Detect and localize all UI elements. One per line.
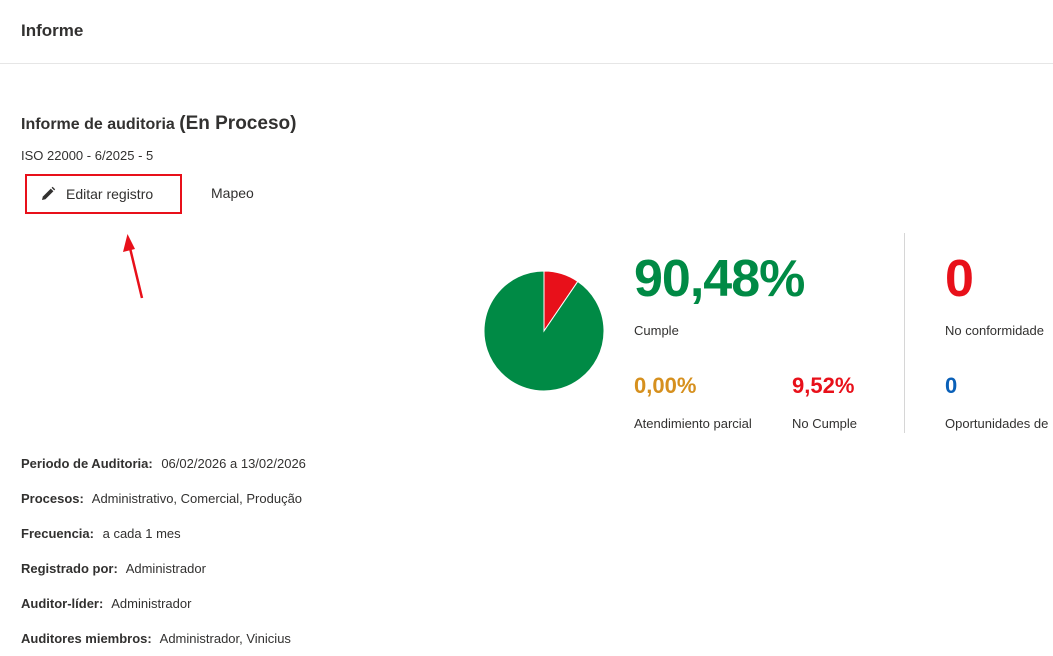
partial-percentage: 0,00% xyxy=(634,373,697,398)
opportunities-label: Oportunidades de xyxy=(945,416,1049,431)
report-title-text: Informe de auditoria xyxy=(21,116,175,133)
mapping-button[interactable]: Mapeo xyxy=(211,185,254,201)
partial-label: Atendimiento parcial xyxy=(634,416,752,431)
detail-row-processes: Procesos: Administrativo, Comercial, Pro… xyxy=(21,491,306,526)
detail-key: Periodo de Auditoria: xyxy=(21,456,153,471)
detail-row-member-auditors: Auditores miembros: Administrador, Vinic… xyxy=(21,631,306,656)
detail-value: Administrador xyxy=(125,561,206,576)
detail-row-period: Periodo de Auditoria: 06/02/2026 a 13/02… xyxy=(21,456,306,491)
pencil-icon xyxy=(40,186,56,202)
report-title: Informe de auditoria (En Proceso) xyxy=(21,113,296,135)
detail-key: Auditores miembros: xyxy=(21,631,152,646)
detail-key: Auditor-líder: xyxy=(21,596,104,611)
report-status: (En Proceso) xyxy=(179,113,297,134)
opportunities-count: 0 xyxy=(945,373,958,398)
detail-value: Administrador, Vinicius xyxy=(159,631,291,646)
report-subtitle: ISO 22000 - 6/2025 - 5 xyxy=(21,148,154,163)
detail-value: a cada 1 mes xyxy=(102,526,181,541)
detail-key: Procesos: xyxy=(21,491,84,506)
non-compliance-label: No Cumple xyxy=(792,416,858,431)
audit-details: Periodo de Auditoria: 06/02/2026 a 13/02… xyxy=(21,456,306,656)
page-header-title: Informe xyxy=(21,21,84,40)
compliance-label: Cumple xyxy=(634,323,679,338)
detail-key: Registrado por: xyxy=(21,561,118,576)
detail-value: Administrativo, Comercial, Produção xyxy=(91,491,303,506)
edit-record-label: Editar registro xyxy=(66,186,154,202)
nonconformity-count: 0 xyxy=(945,250,974,308)
compliance-percentage: 90,48% xyxy=(634,250,805,308)
detail-row-lead-auditor: Auditor-líder: Administrador xyxy=(21,596,306,631)
pie-slice-cumple xyxy=(483,270,605,392)
edit-record-button[interactable]: Editar registro xyxy=(25,174,182,214)
detail-value: Administrador xyxy=(111,596,192,611)
nonconformity-label: No conformidade xyxy=(945,323,1044,338)
detail-key: Frecuencia: xyxy=(21,526,94,541)
non-compliance-percentage: 9,52% xyxy=(792,373,855,398)
detail-row-registered-by: Registrado por: Administrador xyxy=(21,561,306,596)
detail-row-frequency: Frecuencia: a cada 1 mes xyxy=(21,526,306,561)
compliance-pie-chart xyxy=(483,270,605,392)
page-header: Informe xyxy=(0,0,1053,64)
detail-value: 06/02/2026 a 13/02/2026 xyxy=(161,456,306,471)
stats-divider xyxy=(904,233,905,433)
